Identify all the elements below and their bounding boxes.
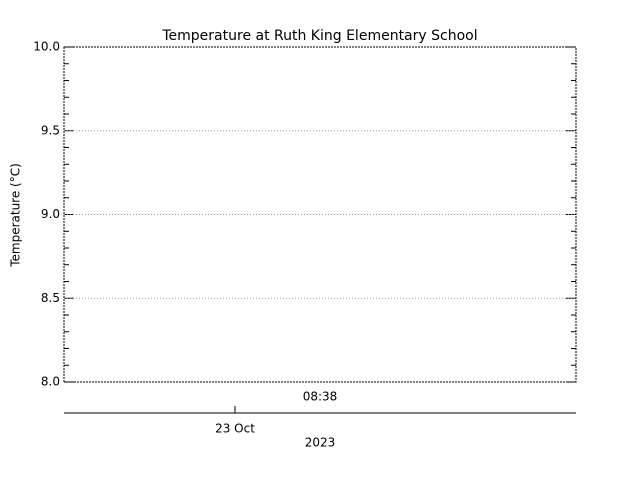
y-tick-label: 8.5 [41,291,60,305]
y-tick-label: 9.5 [41,123,60,137]
y-tick-label: 8.0 [41,375,60,389]
x-tick-label: 23 Oct [215,422,255,436]
y-axis-label: Temperature (°C) [9,163,23,268]
y-tick-label: 9.0 [41,207,60,221]
time-label: 08:38 [303,390,338,404]
y-tick-label: 10.0 [33,40,60,54]
x-axis-label: 2023 [305,436,336,450]
chart-title: Temperature at Ruth King Elementary Scho… [161,28,477,44]
